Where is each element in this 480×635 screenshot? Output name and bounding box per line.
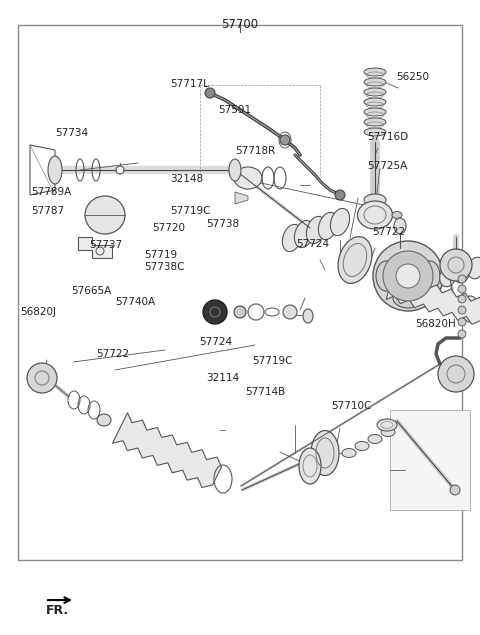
Circle shape bbox=[458, 306, 466, 314]
Ellipse shape bbox=[454, 261, 470, 283]
Ellipse shape bbox=[364, 194, 386, 206]
Ellipse shape bbox=[311, 431, 339, 476]
Text: 57725A: 57725A bbox=[367, 161, 408, 171]
Ellipse shape bbox=[358, 201, 393, 229]
Text: 57734: 57734 bbox=[55, 128, 88, 138]
Ellipse shape bbox=[368, 434, 382, 443]
Text: 57719C: 57719C bbox=[170, 206, 211, 216]
Circle shape bbox=[458, 295, 466, 303]
Text: 57722: 57722 bbox=[96, 349, 129, 359]
Text: 57714B: 57714B bbox=[245, 387, 285, 398]
Circle shape bbox=[27, 363, 57, 393]
Circle shape bbox=[438, 356, 474, 392]
Text: 57718R: 57718R bbox=[235, 146, 276, 156]
Ellipse shape bbox=[330, 208, 349, 236]
Ellipse shape bbox=[342, 448, 356, 457]
Text: 57591: 57591 bbox=[218, 105, 252, 116]
Ellipse shape bbox=[97, 414, 111, 426]
Polygon shape bbox=[78, 237, 112, 258]
Ellipse shape bbox=[306, 217, 325, 244]
Circle shape bbox=[116, 166, 124, 174]
Text: 57720: 57720 bbox=[153, 223, 186, 233]
Circle shape bbox=[283, 305, 297, 319]
Circle shape bbox=[335, 190, 345, 200]
Text: 32148: 32148 bbox=[170, 174, 204, 184]
Bar bbox=[18, 25, 462, 560]
Circle shape bbox=[234, 306, 246, 318]
Ellipse shape bbox=[303, 309, 313, 323]
Circle shape bbox=[396, 264, 420, 288]
Circle shape bbox=[440, 249, 472, 281]
Ellipse shape bbox=[394, 218, 406, 234]
Ellipse shape bbox=[282, 224, 301, 251]
Ellipse shape bbox=[440, 265, 456, 287]
Ellipse shape bbox=[364, 118, 386, 126]
Ellipse shape bbox=[468, 257, 480, 279]
Ellipse shape bbox=[461, 296, 479, 322]
Ellipse shape bbox=[299, 448, 321, 484]
Text: 57700: 57700 bbox=[221, 18, 259, 30]
Text: 57665A: 57665A bbox=[71, 286, 111, 297]
Polygon shape bbox=[112, 413, 221, 488]
Text: 32114: 32114 bbox=[206, 373, 240, 384]
Text: 57719C: 57719C bbox=[252, 356, 292, 366]
Text: 57719: 57719 bbox=[144, 250, 177, 260]
Text: 57740A: 57740A bbox=[115, 297, 156, 307]
Circle shape bbox=[450, 485, 460, 495]
Ellipse shape bbox=[364, 78, 386, 86]
Ellipse shape bbox=[229, 159, 241, 181]
Ellipse shape bbox=[234, 167, 262, 189]
Ellipse shape bbox=[376, 261, 396, 291]
Circle shape bbox=[458, 275, 466, 283]
Ellipse shape bbox=[355, 441, 369, 450]
Ellipse shape bbox=[364, 68, 386, 76]
Ellipse shape bbox=[364, 128, 386, 136]
Text: 57717L: 57717L bbox=[170, 79, 209, 89]
Ellipse shape bbox=[381, 427, 395, 436]
Ellipse shape bbox=[318, 212, 337, 239]
Ellipse shape bbox=[420, 261, 440, 291]
Ellipse shape bbox=[392, 211, 402, 218]
Circle shape bbox=[373, 241, 443, 311]
Polygon shape bbox=[235, 192, 248, 204]
Circle shape bbox=[203, 300, 227, 324]
Text: 57724: 57724 bbox=[297, 239, 330, 250]
Ellipse shape bbox=[85, 196, 125, 234]
Text: 57716D: 57716D bbox=[367, 132, 408, 142]
Text: 56250: 56250 bbox=[396, 72, 429, 83]
Ellipse shape bbox=[338, 237, 372, 283]
Text: 57787: 57787 bbox=[31, 206, 64, 216]
Circle shape bbox=[383, 251, 433, 301]
Ellipse shape bbox=[48, 156, 62, 184]
Text: 57789A: 57789A bbox=[31, 187, 72, 197]
Text: 57710C: 57710C bbox=[331, 401, 372, 411]
Text: 57722: 57722 bbox=[372, 227, 405, 237]
Bar bbox=[390, 410, 470, 510]
Circle shape bbox=[205, 88, 215, 98]
Text: 57724: 57724 bbox=[199, 337, 232, 347]
Text: FR.: FR. bbox=[46, 605, 69, 617]
Circle shape bbox=[280, 135, 290, 145]
Ellipse shape bbox=[364, 108, 386, 116]
Circle shape bbox=[458, 285, 466, 293]
Circle shape bbox=[458, 318, 466, 326]
Text: 57738C: 57738C bbox=[144, 262, 184, 272]
Ellipse shape bbox=[393, 288, 423, 308]
Polygon shape bbox=[386, 272, 480, 328]
Ellipse shape bbox=[364, 88, 386, 96]
Text: 56820H: 56820H bbox=[415, 319, 456, 329]
Circle shape bbox=[458, 330, 466, 338]
Ellipse shape bbox=[377, 419, 397, 431]
Text: 57738: 57738 bbox=[206, 218, 240, 229]
Text: 56820J: 56820J bbox=[21, 307, 57, 318]
Ellipse shape bbox=[294, 220, 313, 248]
Text: 57737: 57737 bbox=[89, 240, 122, 250]
Ellipse shape bbox=[364, 98, 386, 106]
